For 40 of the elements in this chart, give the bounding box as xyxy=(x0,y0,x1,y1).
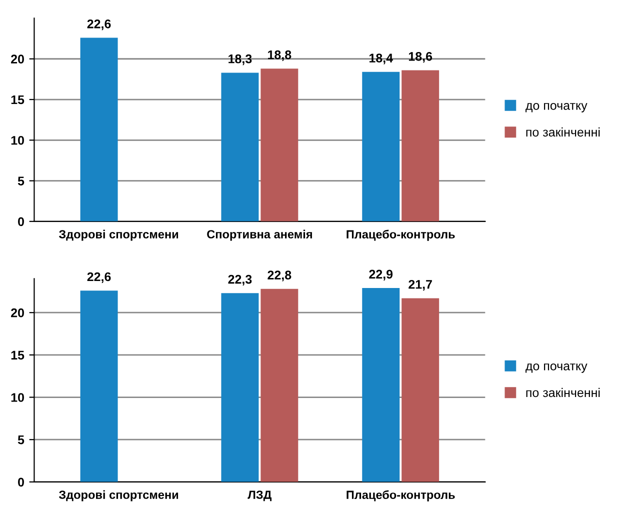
bar xyxy=(362,288,400,482)
data-label: 18,3 xyxy=(228,54,252,66)
y-tick-label: 20 xyxy=(11,308,24,318)
y-tick-label: 5 xyxy=(18,436,24,444)
y-tick-label: 15 xyxy=(11,350,24,360)
y-tick-label: 0 xyxy=(18,217,24,226)
bar xyxy=(260,288,298,482)
x-tick-label: Здорові спортсмени xyxy=(58,490,178,502)
data-label: 22,3 xyxy=(228,274,252,286)
x-tick-label: Плацебо-контроль xyxy=(346,230,455,241)
bar xyxy=(221,72,259,222)
y-tick-label: 15 xyxy=(11,95,24,104)
bar xyxy=(80,38,118,222)
legend-label: по закінченні xyxy=(526,388,600,398)
data-label: 22,9 xyxy=(369,270,393,280)
bar xyxy=(260,68,298,222)
legend-label: по закінченні xyxy=(526,127,600,137)
data-label: 22,6 xyxy=(87,272,111,283)
y-tick-label: 0 xyxy=(18,478,24,487)
data-label: 21,7 xyxy=(408,280,432,291)
y-tick-label: 5 xyxy=(18,176,24,186)
x-tick-label: Плацебо-контроль xyxy=(346,490,455,502)
y-tick-label: 10 xyxy=(11,136,24,145)
bar xyxy=(221,293,259,482)
bar xyxy=(402,70,440,222)
data-label: 18,4 xyxy=(370,54,393,64)
data-label: 22,8 xyxy=(268,270,292,282)
y-tick-label: 10 xyxy=(11,393,24,402)
data-label: 18,8 xyxy=(268,50,292,62)
data-label: 18,6 xyxy=(408,52,432,63)
data-label: 22,6 xyxy=(87,19,111,30)
bar xyxy=(362,72,400,222)
x-tick-label: ЛЗД xyxy=(248,490,272,502)
bar xyxy=(402,298,440,482)
legend-label: до початку xyxy=(526,364,588,373)
y-tick-label: 20 xyxy=(11,54,24,64)
bar xyxy=(80,290,118,482)
x-tick-label: Спортивна анемія xyxy=(207,230,312,241)
x-tick-label: Здорові спортсмени xyxy=(58,230,178,241)
legend-label: до початку xyxy=(526,103,588,112)
